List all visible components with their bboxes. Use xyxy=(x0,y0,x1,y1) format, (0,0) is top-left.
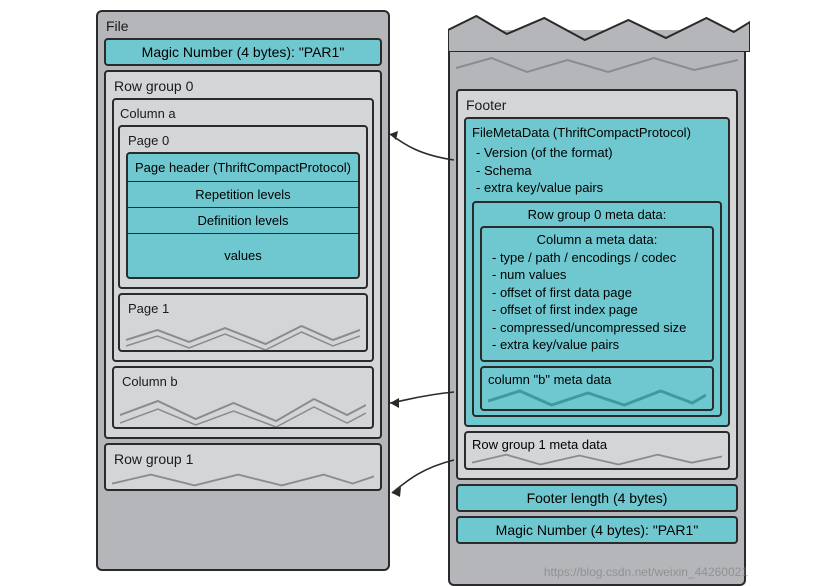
row-group-0-title: Row group 0 xyxy=(114,78,372,94)
magic-number-bottom: Magic Number (4 bytes): "PAR1" xyxy=(456,516,738,544)
rg0-meta: Row group 0 meta data: Column a meta dat… xyxy=(472,201,722,417)
cam-item: - offset of first data page xyxy=(492,284,702,302)
cam-item: - num values xyxy=(492,266,702,284)
footer-box: Footer FileMetaData (ThriftCompactProtoc… xyxy=(456,89,738,480)
page-0: Page 0 Page header (ThriftCompactProtoco… xyxy=(118,125,368,289)
definition-levels: Definition levels xyxy=(128,207,358,233)
col-b-meta-title: column "b" meta data xyxy=(488,372,706,387)
column-a: Column a Page 0 Page header (ThriftCompa… xyxy=(112,98,374,362)
file-meta-data: FileMetaData (ThriftCompactProtocol) - V… xyxy=(464,117,730,427)
rg1-meta: Row group 1 meta data xyxy=(464,431,730,470)
fmd-item: - Version (of the format) xyxy=(476,144,718,162)
file-panel: File Magic Number (4 bytes): "PAR1" Row … xyxy=(96,10,390,571)
fmd-item: - Schema xyxy=(476,162,718,180)
col-a-meta: Column a meta data: - type / path / enco… xyxy=(480,226,714,362)
tear-rg1-meta xyxy=(472,452,722,468)
column-a-title: Column a xyxy=(120,106,366,121)
col-b-meta: column "b" meta data xyxy=(480,366,714,411)
page-0-title: Page 0 xyxy=(128,133,358,148)
row-group-0: Row group 0 Column a Page 0 Page header … xyxy=(104,70,382,439)
cam-item: - type / path / encodings / codec xyxy=(492,249,702,267)
tear-rg1 xyxy=(112,471,374,489)
col-a-meta-title: Column a meta data: xyxy=(488,232,706,247)
col-a-meta-items: - type / path / encodings / codec - num … xyxy=(492,249,702,354)
rg1-meta-title: Row group 1 meta data xyxy=(472,437,722,452)
fmd-item: - extra key/value pairs xyxy=(476,179,718,197)
tear-colb-meta xyxy=(488,387,706,409)
column-b: Column b xyxy=(112,366,374,429)
repetition-levels: Repetition levels xyxy=(128,181,358,207)
column-b-title: Column b xyxy=(122,374,364,389)
cam-item: - offset of first index page xyxy=(492,301,702,319)
page-1: Page 1 xyxy=(118,293,368,352)
file-title: File xyxy=(106,18,380,34)
footer-title: Footer xyxy=(466,97,728,113)
row-group-1: Row group 1 xyxy=(104,443,382,491)
magic-number-top: Magic Number (4 bytes): "PAR1" xyxy=(104,38,382,66)
tear-page1 xyxy=(126,320,360,350)
cam-item: - compressed/uncompressed size xyxy=(492,319,702,337)
tear-top-inner xyxy=(456,56,738,76)
rg0-meta-title: Row group 0 meta data: xyxy=(480,207,714,222)
row-group-1-title: Row group 1 xyxy=(114,451,372,467)
footer-length: Footer length (4 bytes) xyxy=(456,484,738,512)
file-meta-items: - Version (of the format) - Schema - ext… xyxy=(476,144,718,197)
page-0-body: Page header (ThriftCompactProtocol) Repe… xyxy=(126,152,360,279)
page-1-title: Page 1 xyxy=(128,301,358,316)
tear-colb xyxy=(120,393,366,427)
file-meta-title: FileMetaData (ThriftCompactProtocol) xyxy=(472,125,722,140)
footer-panel: Footer FileMetaData (ThriftCompactProtoc… xyxy=(448,30,746,586)
cam-item: - extra key/value pairs xyxy=(492,336,702,354)
values-row: values xyxy=(128,233,358,277)
page-header: Page header (ThriftCompactProtocol) xyxy=(128,154,358,181)
watermark: https://blog.csdn.net/weixin_44260021 xyxy=(544,565,748,579)
